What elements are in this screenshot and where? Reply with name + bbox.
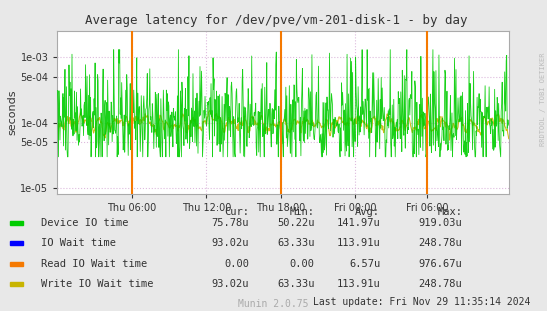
Text: 0.00: 0.00: [289, 259, 315, 269]
Text: Avg:: Avg:: [355, 207, 380, 217]
Text: RRDTOOL / TOBI OETIKER: RRDTOOL / TOBI OETIKER: [540, 53, 546, 146]
Text: 75.78u: 75.78u: [211, 218, 249, 228]
Text: Write IO Wait time: Write IO Wait time: [41, 279, 154, 289]
Text: 50.22u: 50.22u: [277, 218, 315, 228]
Text: 141.97u: 141.97u: [336, 218, 380, 228]
Text: 63.33u: 63.33u: [277, 239, 315, 248]
Y-axis label: seconds: seconds: [8, 90, 18, 136]
Text: Device IO time: Device IO time: [41, 218, 129, 228]
Text: 976.67u: 976.67u: [418, 259, 462, 269]
Text: 63.33u: 63.33u: [277, 279, 315, 289]
Text: 6.57u: 6.57u: [349, 259, 380, 269]
Text: IO Wait time: IO Wait time: [41, 239, 116, 248]
Text: 248.78u: 248.78u: [418, 239, 462, 248]
Text: Max:: Max:: [437, 207, 462, 217]
Text: 93.02u: 93.02u: [211, 239, 249, 248]
Text: 248.78u: 248.78u: [418, 279, 462, 289]
Bar: [10, 221, 24, 225]
Text: Cur:: Cur:: [224, 207, 249, 217]
Bar: [10, 241, 24, 245]
Text: 93.02u: 93.02u: [211, 279, 249, 289]
Text: Average latency for /dev/pve/vm-201-disk-1 - by day: Average latency for /dev/pve/vm-201-disk…: [85, 14, 468, 27]
Text: 113.91u: 113.91u: [336, 239, 380, 248]
Text: Min:: Min:: [289, 207, 315, 217]
Text: Munin 2.0.75: Munin 2.0.75: [238, 299, 309, 309]
Text: Last update: Fri Nov 29 11:35:14 2024: Last update: Fri Nov 29 11:35:14 2024: [313, 297, 531, 307]
Bar: [10, 282, 24, 286]
Text: 919.03u: 919.03u: [418, 218, 462, 228]
Bar: [10, 262, 24, 266]
Text: 0.00: 0.00: [224, 259, 249, 269]
Text: 113.91u: 113.91u: [336, 279, 380, 289]
Text: Read IO Wait time: Read IO Wait time: [41, 259, 147, 269]
